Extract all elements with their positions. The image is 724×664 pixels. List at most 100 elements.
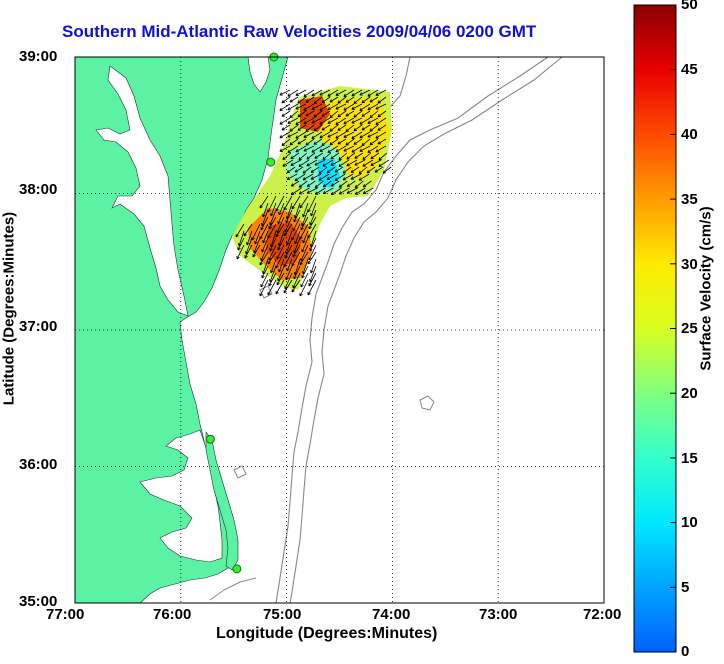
velocity-arrow (298, 180, 308, 188)
velocity-arrow (259, 279, 269, 297)
velocity-arrow (283, 279, 293, 294)
velocity-arrow (268, 216, 277, 230)
velocity-arrow (335, 145, 347, 153)
velocity-arrow (303, 145, 315, 152)
velocity-arrow (301, 237, 309, 253)
velocity-arrow (369, 96, 379, 103)
velocity-arrow (329, 96, 339, 103)
radar-station-marker (205, 434, 215, 444)
velocity-arrow (298, 159, 310, 167)
velocity-arrow (281, 110, 291, 117)
velocity-arrow (297, 110, 307, 118)
velocity-arrow (370, 152, 380, 160)
plot-frame (74, 56, 605, 604)
velocity-arrow (298, 152, 308, 161)
velocity-arrow (351, 131, 363, 139)
pamlico-sound (139, 429, 223, 563)
velocity-arrow (361, 138, 371, 146)
velocity-arrow (269, 237, 277, 252)
velocity-arrow (300, 216, 309, 231)
y-tick-5: 35:00 (19, 593, 58, 610)
velocity-arrow (314, 152, 324, 159)
velocity-arrow (351, 117, 363, 124)
velocity-arrow (310, 173, 322, 180)
velocity-arrow (294, 173, 306, 182)
velocity-arrow (314, 159, 326, 166)
velocity-arrow (342, 166, 352, 174)
velocity-arrow (351, 145, 363, 153)
velocity-arrow (327, 117, 339, 124)
y-tick-4: 36:00 (19, 456, 58, 473)
velocity-arrow (361, 110, 371, 117)
velocity-arrow (369, 110, 379, 118)
velocity-arrow (287, 131, 299, 138)
velocity-arrow (367, 131, 379, 138)
velocity-arrow (359, 103, 371, 111)
velocity-arrow (358, 173, 370, 181)
velocity-arrow (270, 258, 277, 274)
land-mainland (75, 57, 289, 603)
velocity-arrow (334, 173, 346, 182)
velocity-arrow (346, 159, 358, 167)
velocity-arrow (295, 89, 307, 96)
velocity-arrow (268, 244, 277, 261)
velocity-arrow (262, 230, 269, 244)
velocity-arrow (262, 202, 269, 218)
velocity-arrow (327, 103, 339, 111)
velocity-arrow (319, 89, 331, 96)
velocity-arrow (353, 138, 363, 145)
colorbar (633, 4, 677, 653)
velocity-arrow (370, 159, 382, 166)
velocity-arrow (329, 124, 339, 132)
velocity-arrow (338, 180, 348, 188)
velocity-arrow (243, 223, 253, 237)
velocity-arrow (321, 138, 331, 146)
velocity-arrow (354, 187, 366, 195)
velocity-arrow (321, 110, 331, 117)
velocity-arrow (350, 166, 360, 173)
x-tick-1: 77:00 (46, 606, 85, 623)
velocity-arrow (322, 152, 332, 160)
velocity-arrow (334, 166, 344, 173)
velocity-arrow (283, 223, 293, 237)
velocity-arrow (306, 152, 316, 160)
velocity-arrow (267, 223, 277, 239)
velocity-arrow (327, 89, 339, 97)
velocity-arrow (292, 272, 301, 289)
velocity-arrow (362, 152, 372, 160)
velocity-arrow (309, 237, 317, 252)
velocity-arrow (252, 244, 261, 258)
colorbar-tick-15: 15 (681, 450, 698, 467)
velocity-arrow (276, 272, 285, 286)
x-tick-6: 72:00 (583, 606, 622, 623)
velocity-arrow (279, 117, 291, 125)
velocity-arrow (295, 131, 307, 139)
velocity-arrow (306, 159, 318, 167)
velocity-arrow (330, 159, 342, 166)
y-tick-2: 38:00 (19, 181, 58, 198)
velocity-arrow (310, 202, 317, 217)
colorbar-tick-0: 0 (681, 643, 690, 660)
velocity-arrow (290, 159, 302, 166)
velocity-arrow (294, 230, 301, 245)
velocity-arrow (375, 89, 387, 96)
velocity-arrow (295, 145, 307, 153)
outer-banks (205, 431, 239, 571)
y-tick-1: 39:00 (19, 48, 58, 65)
velocity-arrow (287, 89, 299, 97)
velocity-arrow (343, 117, 355, 125)
velocity-arrow (318, 166, 328, 175)
velocity-arrow (378, 152, 388, 161)
velocity-arrow (299, 251, 309, 266)
velocity-arrow (319, 117, 331, 125)
velocity-arrow (289, 124, 299, 132)
velocity-arrow (375, 103, 387, 110)
velocity-arrow (310, 166, 320, 173)
velocity-arrow (284, 216, 293, 233)
velocity-arrow (303, 89, 315, 97)
velocity-arrow (278, 202, 285, 216)
velocity-arrow (236, 244, 245, 260)
velocity-arrow (362, 180, 372, 188)
colorbar-tick-30: 30 (681, 256, 698, 273)
